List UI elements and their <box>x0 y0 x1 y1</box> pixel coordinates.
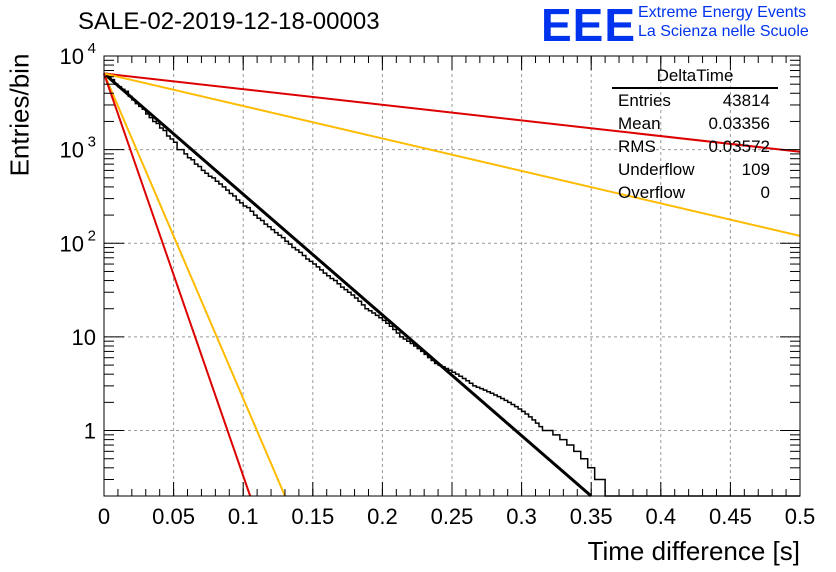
tick-labels: 0 0.05 0.1 0.15 0.2 0.25 0.3 0.35 0.4 0.45 0.5 1 10 1… <box>60 40 816 529</box>
y-tick-exponent: 4 <box>88 40 96 57</box>
stat-label: Entries <box>618 91 671 110</box>
x-tick-label: 0 <box>98 504 110 529</box>
stat-row-entries: Entries 43814 <box>612 89 778 112</box>
stat-value: 43814 <box>722 91 770 110</box>
y-tick-label: 10 <box>60 138 84 163</box>
x-tick-label: 0.2 <box>367 504 398 529</box>
fit-line-3 <box>103 73 286 497</box>
logo-line1: Extreme Energy Events <box>638 4 807 21</box>
fit-lines <box>103 72 801 498</box>
grid <box>104 56 800 496</box>
x-tick-label: 0.35 <box>570 504 613 529</box>
stat-label: Overflow <box>618 183 686 202</box>
stats-box: DeltaTime Entries 43814 Mean 0.03356 RMS… <box>612 66 778 204</box>
stat-label: RMS <box>618 137 656 156</box>
x-tick-label: 0.25 <box>431 504 474 529</box>
x-tick-label: 0.4 <box>646 504 677 529</box>
x-tick-label: 0.1 <box>228 504 259 529</box>
x-tick-label: 0.3 <box>506 504 537 529</box>
x-tick-label: 0.05 <box>152 504 195 529</box>
logo-line2: La Scienza nelle Scuole <box>638 23 809 40</box>
y-tick-label: 10 <box>60 44 84 69</box>
stat-value: 0 <box>760 183 770 202</box>
stat-row-underflow: Underflow 109 <box>612 158 778 181</box>
fit-line-0 <box>103 72 593 498</box>
logo-letters: EEE <box>541 0 637 51</box>
x-tick-label: 0.45 <box>709 504 752 529</box>
stat-row-mean: Mean 0.03356 <box>612 112 778 135</box>
x-tick-label: 0.15 <box>291 504 334 529</box>
stat-row-overflow: Overflow 0 <box>612 181 778 204</box>
stat-label: Underflow <box>618 160 695 179</box>
y-axis-label: Entries/bin <box>4 53 35 177</box>
fit-line-1 <box>103 72 801 153</box>
x-tick-label: 0.5 <box>785 504 816 529</box>
y-tick-exponent: 3 <box>88 134 96 151</box>
stat-value: 0.03356 <box>708 114 770 133</box>
stat-value: 0.03572 <box>708 137 770 156</box>
fit-line-4 <box>103 73 252 497</box>
stat-row-rms: RMS 0.03572 <box>612 135 778 158</box>
stat-value: 109 <box>741 160 770 179</box>
y-tick-label: 1 <box>84 419 96 444</box>
chart-title: SALE-02-2019-12-18-00003 <box>78 8 380 35</box>
axis-ticks <box>103 55 801 497</box>
y-tick-exponent: 2 <box>88 227 96 244</box>
x-axis-label: Time difference [s] <box>587 536 800 566</box>
y-tick-label: 10 <box>60 231 84 256</box>
stat-label: Mean <box>618 114 661 133</box>
y-tick-label: 10 <box>72 325 96 350</box>
stats-title: DeltaTime <box>612 66 778 89</box>
fit-line-2 <box>103 72 801 237</box>
